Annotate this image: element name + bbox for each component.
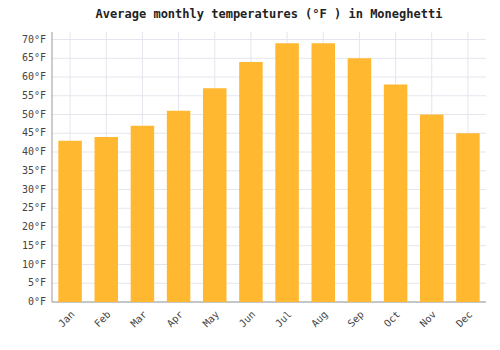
bar [203, 88, 227, 302]
y-grid-line [52, 77, 486, 78]
y-tick-label: 10°F [22, 259, 46, 270]
bar [275, 43, 299, 302]
x-tick-label: Oct [382, 309, 403, 330]
y-tick-label: 50°F [22, 109, 46, 120]
bar [58, 141, 82, 302]
bar [167, 111, 191, 302]
y-tick-label: 65°F [22, 52, 46, 63]
x-tick-label: Jul [273, 309, 294, 330]
y-tick-label: 20°F [22, 221, 46, 232]
x-tick-label: May [201, 309, 222, 330]
y-axis-line [52, 32, 53, 302]
bar [131, 126, 155, 302]
x-tick-label: Apr [165, 309, 186, 330]
y-grid-line [52, 39, 486, 40]
x-tick-label: Sep [345, 309, 366, 330]
chart-svg: 0°F 5°F 10°F 15°F 20°F 25°F 30°F 35°F 40°F 45°F 50… [0, 0, 500, 350]
grid [52, 32, 486, 302]
bar [94, 137, 118, 302]
y-grid-line [52, 58, 486, 59]
y-tick-label: 30°F [22, 184, 46, 195]
axes: 0°F 5°F 10°F 15°F 20°F 25°F 30°F 35°F 40°F 45°F 50… [22, 32, 486, 329]
y-grid-line [52, 95, 486, 96]
y-tick-label: 15°F [22, 240, 46, 251]
x-tick-label: Aug [309, 309, 330, 330]
y-tick-label: 5°F [28, 277, 46, 288]
x-tick-label: Nov [418, 309, 439, 330]
y-tick-label: 55°F [22, 90, 46, 101]
x-tick-label: Jun [237, 309, 258, 330]
x-tick-label: Mar [128, 309, 149, 330]
bar [239, 62, 263, 302]
y-tick-label: 70°F [22, 34, 46, 45]
y-tick-label: 60°F [22, 71, 46, 82]
x-tick-label: Dec [454, 309, 475, 330]
x-tick-label: Jan [56, 309, 77, 330]
chart-container: 0°F 5°F 10°F 15°F 20°F 25°F 30°F 35°F 40°F 45°F 50… [0, 0, 500, 350]
y-tick-label: 40°F [22, 146, 46, 157]
bars [58, 43, 479, 302]
y-tick-label: 45°F [22, 127, 46, 138]
chart-title: Average monthly temperatures (°F ) in Mo… [96, 7, 443, 21]
bar [456, 133, 480, 302]
y-tick-label: 35°F [22, 165, 46, 176]
bar [384, 85, 408, 303]
bar [311, 43, 335, 302]
bar [420, 115, 444, 303]
bar [348, 58, 372, 302]
y-tick-label: 0°F [28, 296, 46, 307]
x-tick-label: Feb [92, 309, 113, 330]
y-tick-label: 25°F [22, 202, 46, 213]
